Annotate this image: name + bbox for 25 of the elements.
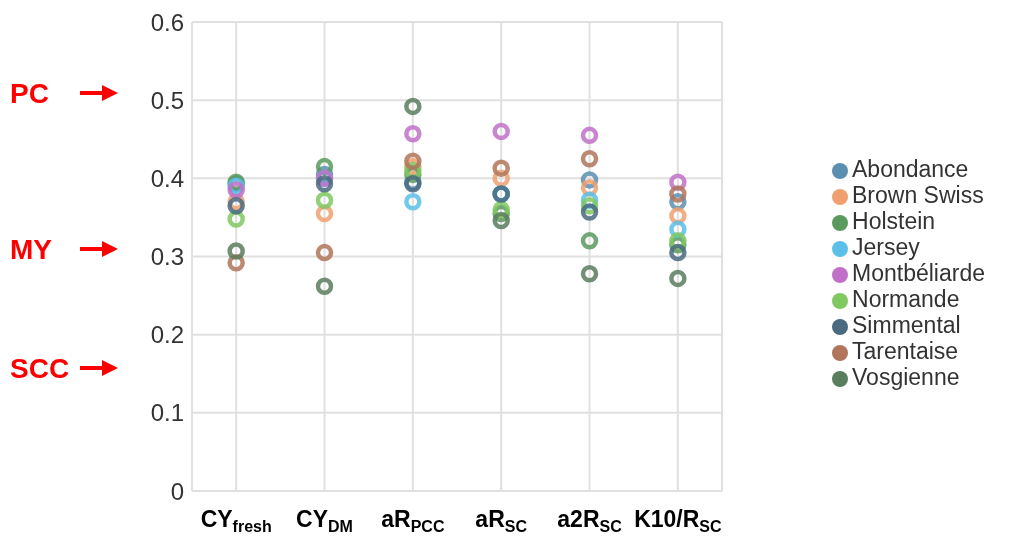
y-tick-label: 0.6 bbox=[150, 8, 184, 36]
text: SCC bbox=[10, 353, 70, 384]
legend-label: Abondance bbox=[852, 156, 969, 182]
y-tick-label: 0.3 bbox=[150, 243, 184, 271]
legend-label: Normande bbox=[852, 286, 960, 312]
legend-label: Tarentaise bbox=[852, 338, 959, 364]
y-tick-label: 0.1 bbox=[150, 399, 184, 427]
legend-label: Simmental bbox=[852, 312, 961, 338]
text: PC bbox=[10, 78, 49, 109]
x-tick-label: CY$_{fresh}$ bbox=[200, 506, 272, 535]
y-tick-label: 0 bbox=[170, 477, 184, 505]
x-tick-label: CY$_{DM}$ bbox=[296, 506, 353, 535]
legend-label: Montbéliarde bbox=[852, 260, 985, 286]
x-tick-label: aR$_{SC}$ bbox=[475, 506, 528, 535]
y-tick-label: 0.2 bbox=[150, 321, 184, 349]
x-tick-label: K10/R$_{SC}$ bbox=[634, 506, 723, 535]
x-tick-label: aR$_{PCC}$ bbox=[381, 506, 445, 535]
legend-label: Vosgienne bbox=[852, 364, 960, 390]
text: MY bbox=[10, 234, 53, 265]
y-tick-label: 0.4 bbox=[150, 164, 184, 192]
legend-label: Holstein bbox=[852, 208, 936, 234]
y-tick-label: 0.5 bbox=[150, 86, 184, 114]
legend-label: Jersey bbox=[852, 234, 920, 260]
legend-label: Brown Swiss bbox=[852, 182, 984, 208]
x-tick-label: a2R$_{SC}$ bbox=[557, 506, 623, 535]
